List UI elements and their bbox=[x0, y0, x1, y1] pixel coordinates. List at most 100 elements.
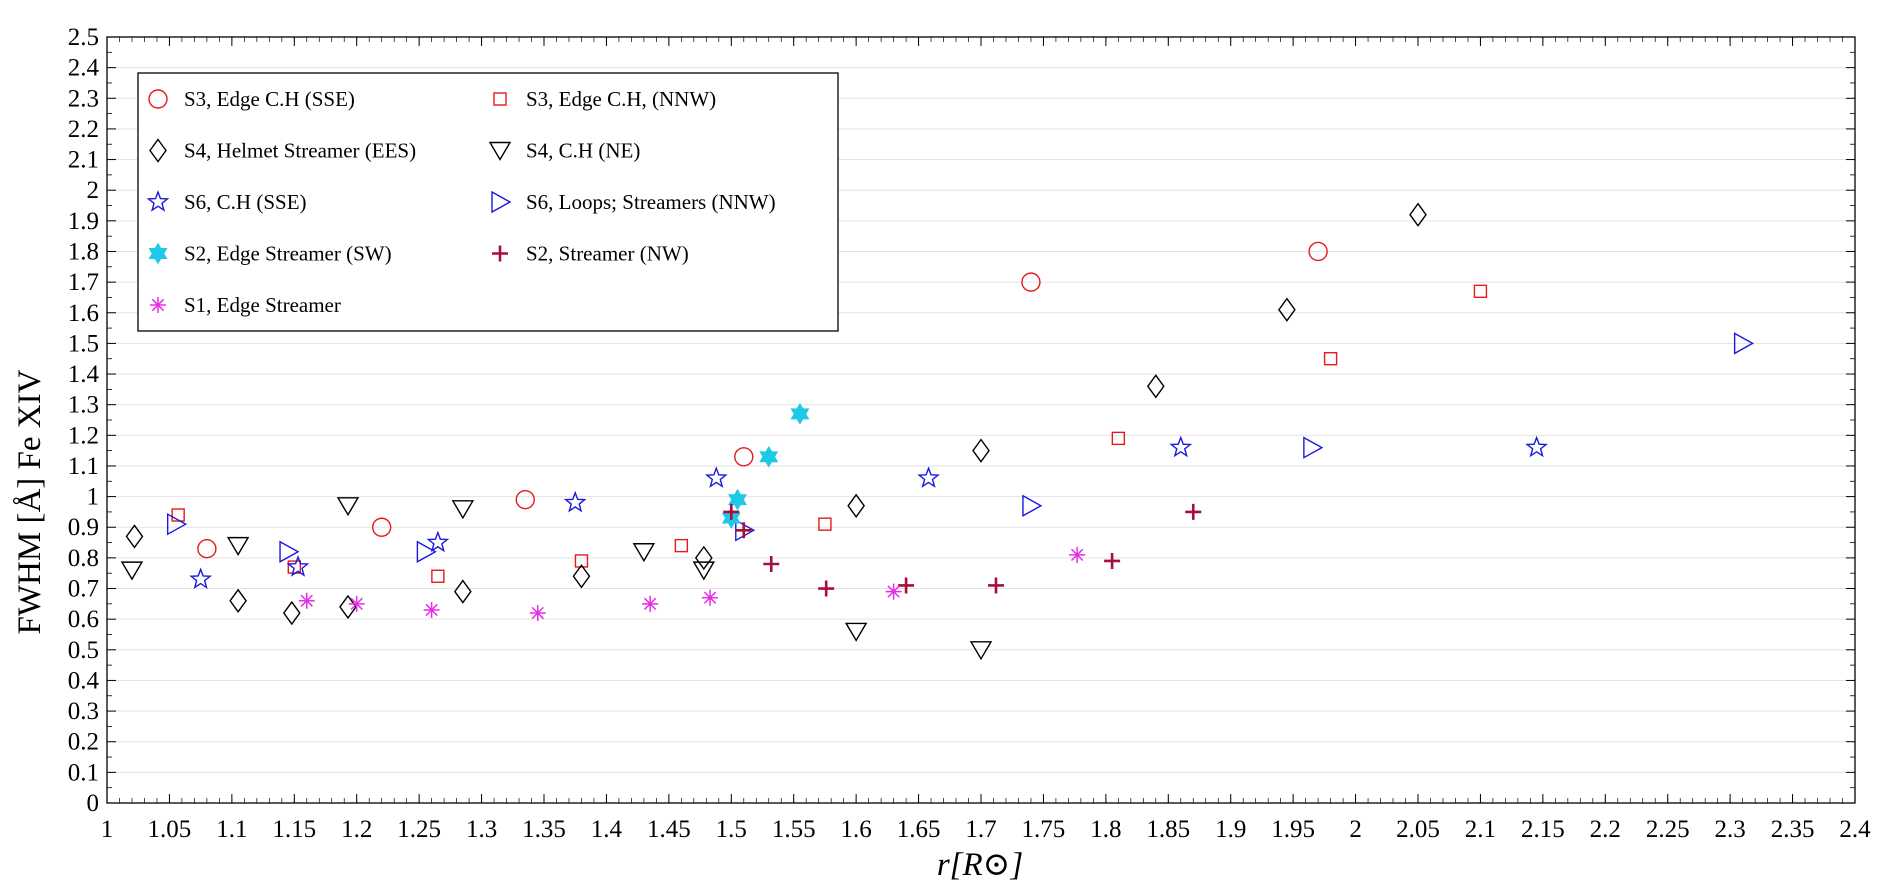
marker-diamond bbox=[453, 579, 472, 604]
legend-label: S2, Edge Streamer (SW) bbox=[184, 242, 392, 266]
marker-star bbox=[563, 490, 587, 513]
x-tick-label: 2.05 bbox=[1396, 816, 1440, 843]
legend-marker-hexagram bbox=[148, 242, 168, 265]
marker-diamond bbox=[229, 588, 247, 613]
marker-plus bbox=[723, 503, 740, 520]
marker-asterisk bbox=[348, 595, 365, 612]
x-tick-label: 1.7 bbox=[965, 816, 996, 843]
x-tick-label: 1.8 bbox=[1090, 816, 1121, 843]
marker-triangle-right bbox=[279, 540, 300, 563]
y-tick-label: 0.6 bbox=[68, 606, 99, 633]
marker-square bbox=[1323, 352, 1338, 366]
y-tick-label: 2 bbox=[87, 177, 100, 204]
legend-label: S4, C.H (NE) bbox=[526, 139, 640, 163]
y-tick-label: 1.6 bbox=[68, 300, 99, 327]
marker-asterisk bbox=[642, 595, 659, 612]
marker-star bbox=[917, 466, 940, 488]
marker-triangle-down bbox=[336, 497, 360, 517]
marker-star bbox=[704, 466, 728, 488]
y-tick-label: 1.7 bbox=[68, 269, 99, 296]
y-axis-label: FWHM [Å] Fe XIV bbox=[11, 369, 48, 634]
x-tick-label: 1.35 bbox=[522, 816, 566, 843]
y-tick-label: 1.3 bbox=[68, 392, 99, 419]
x-axis-label: r[R⊙] bbox=[937, 847, 1023, 883]
marker-triangle-down bbox=[692, 561, 716, 581]
marker-star bbox=[1525, 435, 1549, 458]
legend-label: S3, Edge C.H (SSE) bbox=[184, 87, 355, 111]
marker-asterisk bbox=[298, 592, 315, 609]
x-tick-label: 1.55 bbox=[772, 816, 816, 843]
y-tick-label: 0 bbox=[87, 790, 100, 817]
x-tick-label: 1.4 bbox=[591, 816, 623, 843]
data-markers bbox=[120, 202, 1755, 661]
legend-box bbox=[137, 72, 839, 332]
marker-asterisk bbox=[885, 583, 902, 600]
y-tick-label: 1.1 bbox=[68, 453, 99, 480]
y-tick-label: 0.5 bbox=[68, 637, 99, 664]
y-tick-label: 0.2 bbox=[68, 729, 99, 756]
y-tick-label: 0.8 bbox=[68, 545, 99, 572]
plot-frame bbox=[106, 36, 1856, 804]
marker-diamond bbox=[282, 600, 301, 626]
marker-triangle-right bbox=[1022, 494, 1043, 517]
marker-hexagram bbox=[790, 402, 810, 425]
y-tick-label: 0.7 bbox=[68, 576, 99, 603]
marker-asterisk bbox=[1069, 546, 1086, 563]
y-tick-label: 1.5 bbox=[68, 330, 99, 357]
marker-triangle-down bbox=[120, 561, 144, 581]
x-tick-label: 1.15 bbox=[272, 816, 316, 843]
marker-star bbox=[189, 567, 213, 590]
marker-diamond bbox=[125, 524, 144, 549]
legend-label: S6, C.H (SSE) bbox=[184, 190, 307, 214]
legend-label: S1, Edge Streamer bbox=[184, 293, 341, 317]
x-tick-label: 1.2 bbox=[341, 816, 372, 843]
legend-marker-triangle-right bbox=[491, 190, 512, 214]
marker-circle bbox=[197, 538, 217, 559]
marker-plus bbox=[1185, 503, 1202, 520]
x-tick-label: 1.25 bbox=[397, 816, 441, 843]
marker-diamond bbox=[694, 545, 713, 571]
y-tick-label: 0.3 bbox=[68, 698, 99, 725]
marker-star bbox=[426, 530, 450, 553]
gridlines bbox=[107, 67, 1855, 773]
marker-square bbox=[818, 517, 832, 531]
legend-marker-square bbox=[493, 92, 507, 106]
marker-square bbox=[431, 569, 445, 583]
y-tick-label: 0.1 bbox=[68, 759, 99, 786]
y-tick-label: 1.9 bbox=[68, 208, 99, 235]
x-tick-label: 2.3 bbox=[1715, 816, 1746, 843]
legend-label: S6, Loops; Streamers (NNW) bbox=[526, 190, 776, 214]
marker-star bbox=[286, 555, 310, 577]
marker-square bbox=[574, 554, 589, 568]
marker-diamond bbox=[572, 564, 591, 589]
y-tick-label: 2.2 bbox=[68, 116, 99, 143]
marker-circle bbox=[1308, 241, 1328, 262]
marker-circle bbox=[734, 447, 754, 467]
marker-circle bbox=[1021, 272, 1041, 292]
x-tick-label: 1.65 bbox=[897, 816, 941, 843]
y-tick-label: 0.9 bbox=[68, 514, 99, 541]
marker-asterisk bbox=[423, 601, 440, 618]
y-tick-label: 1.2 bbox=[68, 422, 99, 449]
marker-square bbox=[1473, 284, 1488, 299]
marker-hexagram bbox=[728, 488, 747, 511]
x-tick-label: 1.45 bbox=[647, 816, 691, 843]
x-tick-label: 1.95 bbox=[1271, 816, 1315, 843]
x-tick-label: 2.4 bbox=[1839, 816, 1871, 843]
axes: 0 0.1 0.2 0.3 0.4 0.5 0.6 0.7 0.8 0.9 1 1.1 1.2 1.3 1.… bbox=[68, 24, 1871, 843]
x-tick-label: 1.9 bbox=[1215, 816, 1246, 843]
x-tick-label: 1.05 bbox=[148, 816, 192, 843]
marker-plus bbox=[818, 580, 835, 597]
x-tick-label: 1.1 bbox=[216, 816, 247, 843]
x-tick-label: 1.6 bbox=[841, 816, 872, 843]
y-tick-label: 2.3 bbox=[68, 85, 99, 112]
x-tick-label: 1 bbox=[101, 816, 114, 843]
marker-triangle-down bbox=[844, 622, 868, 642]
marker-star bbox=[1169, 435, 1193, 458]
marker-triangle-right bbox=[166, 512, 188, 536]
x-tick-label: 2.1 bbox=[1465, 816, 1496, 843]
x-tick-label: 2 bbox=[1349, 816, 1362, 843]
legend-marker-asterisk bbox=[150, 297, 166, 313]
marker-triangle-down bbox=[632, 543, 656, 563]
